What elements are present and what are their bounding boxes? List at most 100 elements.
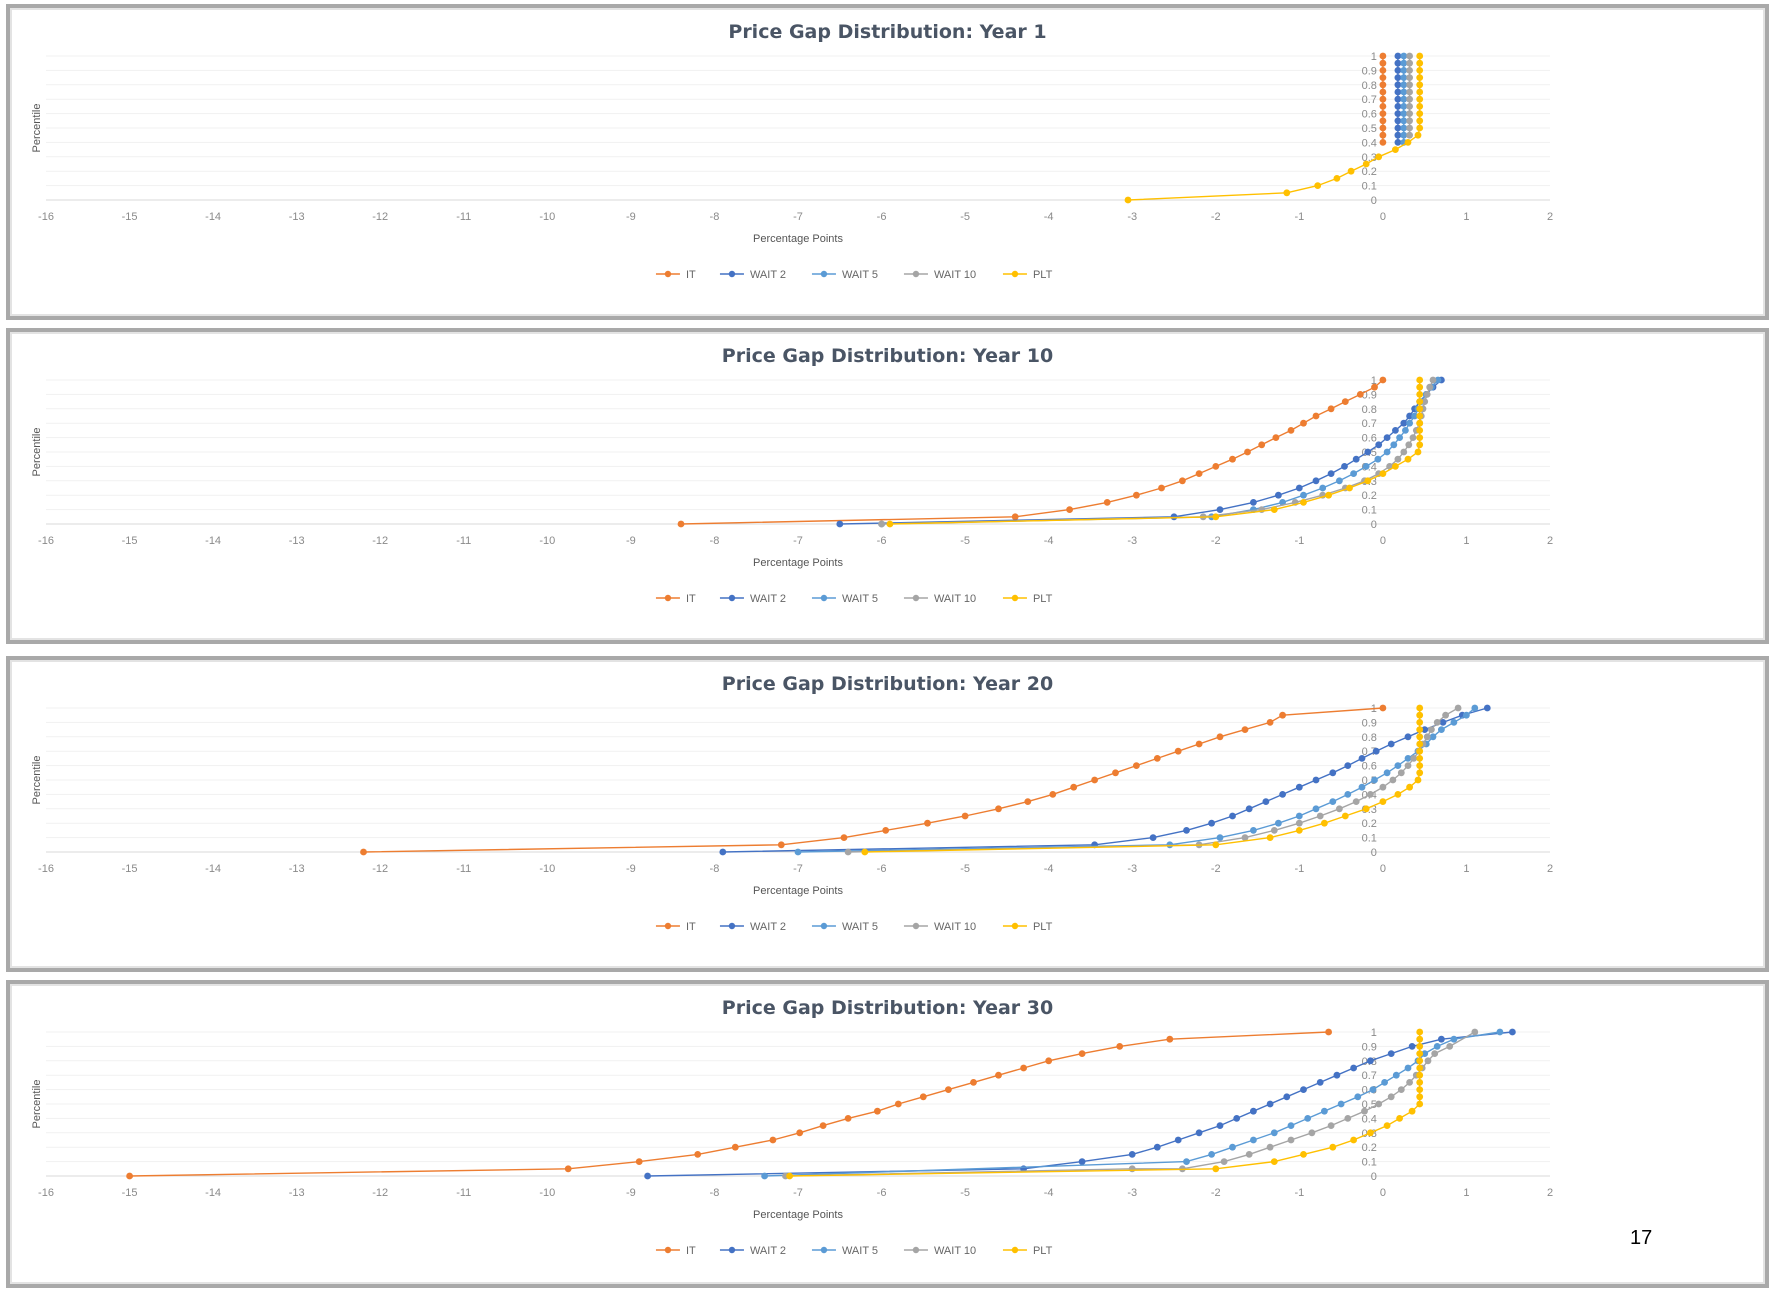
data-point <box>1329 1143 1337 1151</box>
data-point <box>1416 52 1424 60</box>
x-tick-label: -1 <box>1294 535 1304 547</box>
data-point <box>1078 1158 1086 1165</box>
legend-item-wait-10: WAIT 10 <box>903 921 976 933</box>
data-point <box>1241 726 1249 733</box>
data-point <box>1471 1028 1479 1036</box>
y-tick-label: 0 <box>1371 847 1377 859</box>
data-point <box>1429 376 1437 384</box>
data-point <box>1402 427 1409 434</box>
data-point <box>1287 1136 1295 1144</box>
data-point <box>1270 506 1278 513</box>
x-tick-label: -14 <box>205 211 221 223</box>
legend-label: WAIT 10 <box>934 269 976 281</box>
data-point <box>1400 117 1408 125</box>
data-point <box>769 1136 777 1144</box>
data-point <box>886 520 894 528</box>
y-tick-label: 0 <box>1371 1171 1377 1183</box>
data-point <box>1266 1100 1274 1108</box>
data-point <box>1011 513 1019 521</box>
x-tick-label: -9 <box>626 211 636 223</box>
data-point <box>1208 1151 1215 1158</box>
data-point <box>1325 491 1332 499</box>
data-point <box>1496 1028 1504 1036</box>
data-point <box>1396 434 1403 441</box>
x-tick-label: -4 <box>1044 535 1054 547</box>
y-tick-label: 0.7 <box>1362 746 1377 758</box>
x-axis-title: Percentage Points <box>753 885 843 897</box>
data-point <box>1295 827 1303 834</box>
data-point <box>1396 1115 1403 1122</box>
data-point <box>1283 189 1291 197</box>
x-tick-label: -13 <box>289 535 305 547</box>
data-point <box>1394 110 1402 117</box>
data-point <box>1314 182 1322 190</box>
data-point <box>1312 477 1320 485</box>
data-point <box>1250 1107 1257 1115</box>
series-wait-5 <box>1400 52 1408 146</box>
data-point <box>1266 1143 1274 1151</box>
data-point <box>1416 383 1424 391</box>
data-point <box>1392 1071 1400 1079</box>
x-tick-label: 1 <box>1463 1187 1469 1199</box>
data-point <box>1416 376 1424 384</box>
data-point <box>1433 719 1441 726</box>
x-tick-label: -4 <box>1044 211 1054 223</box>
y-axis-title: Percentile <box>31 756 43 805</box>
x-tick-label: -9 <box>626 1187 636 1199</box>
data-point <box>1387 1093 1395 1101</box>
x-tick-label: -5 <box>960 535 970 547</box>
legend-item-wait-10: WAIT 10 <box>903 593 976 605</box>
data-point <box>1128 1151 1136 1158</box>
data-point <box>1416 1028 1424 1036</box>
data-point <box>1337 1100 1345 1108</box>
data-point <box>1406 59 1413 67</box>
series-wait-10 <box>1406 52 1413 139</box>
data-point <box>1128 1165 1136 1173</box>
legend-marker <box>820 922 828 930</box>
data-point <box>1347 167 1355 175</box>
data-point <box>1509 1028 1516 1036</box>
data-point <box>1394 103 1402 110</box>
data-point <box>1341 463 1348 470</box>
x-tick-label: -15 <box>122 535 138 547</box>
legend-marker <box>820 270 828 278</box>
y-tick-label: 0.5 <box>1362 123 1377 135</box>
x-tick-label: -8 <box>710 863 720 875</box>
data-point <box>882 827 890 834</box>
x-tick-label: -5 <box>960 1187 970 1199</box>
legend-label: PLT <box>1033 269 1053 281</box>
data-point <box>1270 827 1278 834</box>
x-tick-label: 1 <box>1463 535 1469 547</box>
data-point <box>874 1107 881 1115</box>
x-tick-label: -4 <box>1044 863 1054 875</box>
x-tick-label: -16 <box>38 535 54 547</box>
legend-label: WAIT 5 <box>842 269 878 281</box>
data-point <box>1383 434 1391 441</box>
data-point <box>1406 419 1413 427</box>
legend-item-wait-5: WAIT 5 <box>811 921 878 933</box>
y-tick-label: 0.2 <box>1362 166 1377 178</box>
legend-label: WAIT 5 <box>842 921 878 933</box>
data-point <box>1344 791 1352 798</box>
data-point <box>1394 67 1402 74</box>
data-point <box>1212 463 1220 470</box>
legend-label: WAIT 10 <box>934 1245 976 1257</box>
data-point <box>1250 499 1257 506</box>
data-point <box>1416 103 1424 110</box>
legend-marker <box>728 922 736 930</box>
series-it <box>677 376 1387 528</box>
data-point <box>1367 791 1374 798</box>
data-point <box>1300 419 1307 427</box>
data-point <box>1379 376 1387 384</box>
data-point <box>1406 95 1413 103</box>
x-tick-label: -4 <box>1044 1187 1054 1199</box>
data-point <box>1404 762 1412 769</box>
legend-marker <box>1011 922 1019 930</box>
x-tick-label: -12 <box>372 211 388 223</box>
x-tick-label: -16 <box>38 1187 54 1199</box>
data-point <box>1439 719 1447 726</box>
legend-label: WAIT 2 <box>750 921 786 933</box>
data-point <box>1471 704 1479 712</box>
legend-marker <box>820 594 828 602</box>
legend-label: WAIT 10 <box>934 921 976 933</box>
